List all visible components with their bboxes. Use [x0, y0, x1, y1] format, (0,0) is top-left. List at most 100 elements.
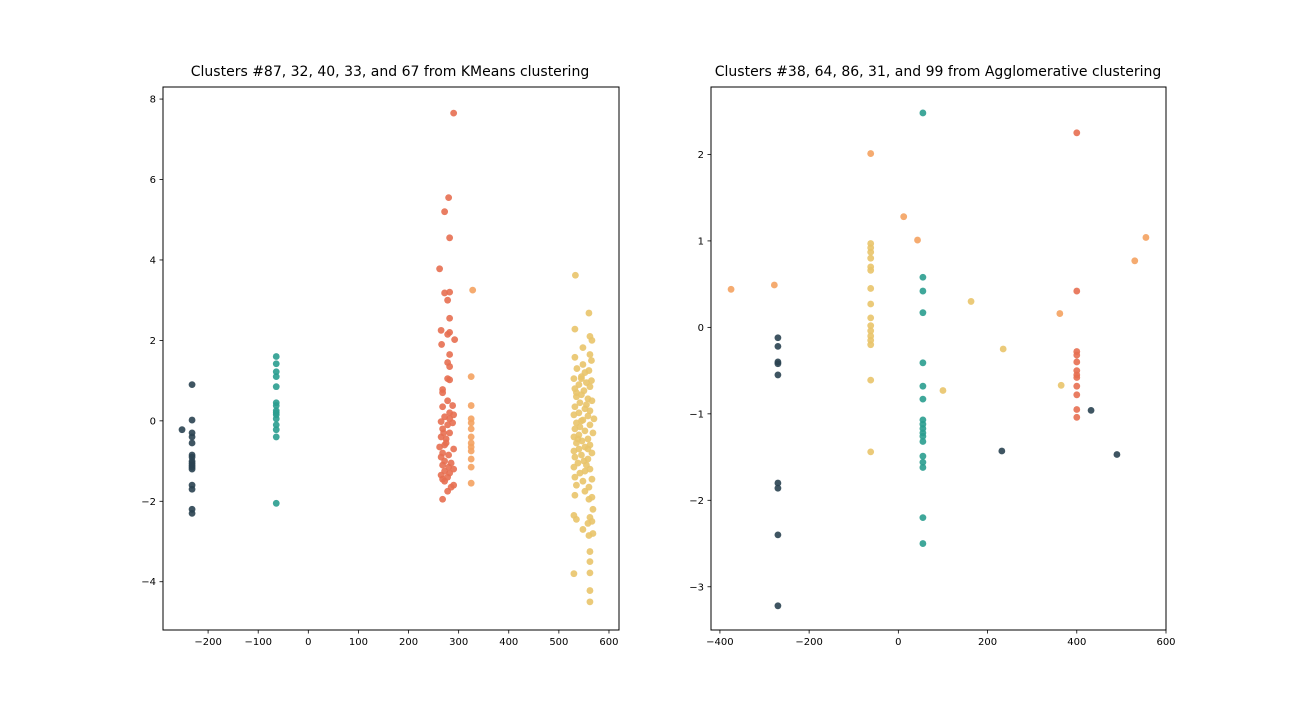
agglomerative-point-dark [774, 531, 782, 539]
agglomerative-point-yellow [867, 248, 875, 256]
agglomerative-point-teal [919, 458, 927, 466]
kmeans-point-red [439, 461, 447, 469]
kmeans-point-yellow [576, 469, 584, 477]
kmeans-point-yellow [583, 461, 590, 469]
kmeans-point-yellow [581, 427, 589, 435]
kmeans-point-teal [272, 373, 280, 380]
kmeans-point-yellow [572, 271, 579, 279]
agglomerative-point-teal [919, 438, 927, 445]
kmeans-point-red [439, 389, 447, 397]
kmeans-point-yellow [571, 425, 579, 433]
agglomerative-point-dark [1113, 451, 1121, 458]
kmeans-point-yellow [571, 403, 579, 411]
kmeans-point-red [446, 314, 454, 322]
kmeans-point-teal [272, 360, 280, 368]
agglomerative-point-yellow [867, 341, 875, 349]
kmeans-x-tick-label: 500 [549, 637, 568, 648]
agglomerative-y-tick-label: −3 [689, 582, 704, 593]
kmeans-point-yellow [589, 505, 597, 513]
kmeans-x-tick-label: 200 [399, 637, 418, 648]
kmeans-point-dark [188, 439, 196, 447]
agglomerative-point-red [1073, 351, 1081, 359]
kmeans-point-teal [272, 368, 280, 376]
kmeans-point-yellow [573, 389, 580, 397]
kmeans-point-yellow [585, 532, 593, 539]
kmeans-point-yellow [588, 337, 596, 344]
kmeans-point-red [440, 429, 448, 437]
kmeans-point-yellow [573, 515, 580, 523]
kmeans-x-axis: −200 −100 0 100 200 300 400 500 600 [194, 630, 619, 648]
kmeans-point-red [444, 296, 452, 304]
agglomerative-point-yellow [867, 322, 875, 330]
kmeans-points [178, 109, 598, 606]
kmeans-point-yellow [585, 309, 593, 317]
kmeans-point-red [451, 336, 459, 343]
agglomerative-point-dark [774, 479, 782, 487]
agglomerative-point-teal [919, 514, 927, 521]
kmeans-y-tick-label: 6 [150, 175, 156, 186]
kmeans-y-tick-label: −4 [141, 577, 156, 588]
kmeans-point-red [446, 351, 454, 358]
kmeans-point-teal [272, 421, 280, 429]
kmeans-point-dark [178, 426, 186, 434]
kmeans-point-yellow [589, 429, 597, 437]
kmeans-point-yellow [570, 463, 578, 471]
agglomerative-point-dark [774, 342, 782, 350]
kmeans-point-orange [467, 419, 475, 427]
kmeans-point-red [444, 330, 452, 338]
kmeans-x-tick-label: 300 [449, 637, 468, 648]
kmeans-point-yellow [590, 415, 598, 423]
agglomerative-point-red [1073, 382, 1081, 390]
kmeans-point-yellow [584, 445, 592, 453]
agglomerative-y-tick-label: 2 [698, 150, 704, 161]
kmeans-point-yellow [570, 447, 578, 455]
kmeans-point-yellow [586, 383, 594, 391]
kmeans-point-dark [188, 433, 196, 441]
kmeans-point-teal [272, 353, 280, 360]
kmeans-point-teal [272, 409, 280, 417]
kmeans-point-yellow [578, 451, 585, 459]
agglomerative-point-red [1073, 374, 1081, 381]
kmeans-point-red [444, 397, 452, 405]
kmeans-point-orange [467, 433, 475, 441]
agglomerative-point-orange [900, 213, 908, 221]
kmeans-point-orange [467, 479, 475, 487]
kmeans-point-teal [272, 383, 280, 391]
kmeans-point-red [439, 475, 447, 483]
kmeans-point-red [450, 445, 458, 453]
agglomerative-point-red [1073, 287, 1081, 295]
kmeans-title: Clusters #87, 32, 40, 33, and 67 from KM… [191, 64, 589, 80]
kmeans-point-orange [467, 455, 475, 463]
kmeans-point-yellow [573, 365, 581, 372]
kmeans-point-yellow [579, 361, 587, 368]
kmeans-point-yellow [586, 351, 594, 358]
agglomerative-panel: Clusters #38, 64, 86, 31, and 99 from Ag… [689, 64, 1175, 648]
kmeans-point-teal [272, 402, 280, 409]
kmeans-point-dark [188, 416, 196, 424]
agglomerative-point-orange [727, 285, 735, 293]
agglomerative-point-red [1073, 406, 1081, 413]
agglomerative-point-yellow [867, 285, 875, 292]
kmeans-point-teal [272, 499, 280, 507]
kmeans-point-red [436, 443, 444, 451]
agglomerative-point-teal [919, 432, 927, 440]
kmeans-point-red [446, 288, 454, 296]
agglomerative-point-teal [919, 359, 927, 367]
kmeans-point-orange [467, 443, 475, 451]
kmeans-y-tick-label: 4 [150, 255, 156, 266]
kmeans-point-red [439, 495, 447, 503]
agglomerative-point-red [1073, 413, 1081, 421]
kmeans-point-red [445, 451, 453, 459]
kmeans-x-tick-label: 600 [599, 637, 618, 648]
agglomerative-point-yellow [867, 448, 875, 456]
agglomerative-point-teal [919, 287, 927, 295]
kmeans-point-yellow [585, 495, 593, 503]
kmeans-y-axis: −4 −2 0 2 4 6 8 [141, 95, 163, 588]
kmeans-point-yellow [588, 397, 596, 405]
kmeans-point-red [446, 376, 454, 384]
agglomerative-title: Clusters #38, 64, 86, 31, and 99 from Ag… [715, 64, 1162, 80]
agglomerative-point-dark [774, 484, 782, 492]
agglomerative-point-orange [1131, 257, 1139, 265]
kmeans-point-yellow [584, 435, 592, 443]
